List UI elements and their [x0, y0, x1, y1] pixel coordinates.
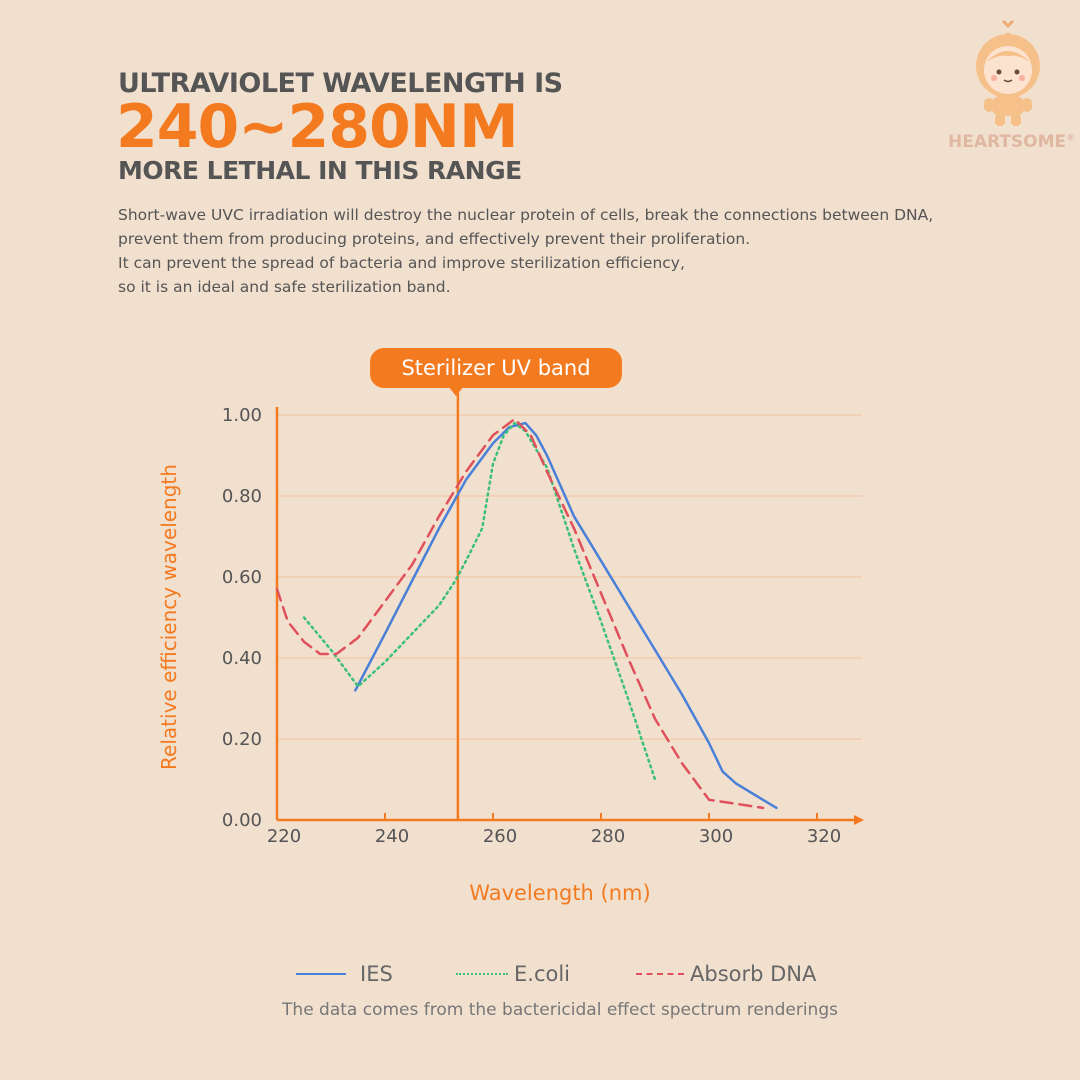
- legend-item-ecoli: E.coli: [456, 962, 570, 986]
- legend-item-ies: IES: [296, 962, 393, 986]
- y-tick-label: 0.60: [222, 567, 262, 588]
- y-tick-label: 0.00: [222, 810, 262, 831]
- brand-name: HEARTSOME®: [948, 132, 1076, 152]
- y-axis-label: Relative efficiency wavelength: [157, 464, 181, 770]
- x-tick-label: 260: [483, 826, 517, 847]
- dotted-line-icon: [456, 973, 508, 975]
- headline-range: 240~280NM: [116, 92, 519, 162]
- legend: IES E.coli Absorb DNA: [0, 962, 1080, 994]
- solid-line-icon: [296, 973, 346, 975]
- x-tick-label: 220: [267, 826, 301, 847]
- brand-logo: HEARTSOME®: [948, 10, 1076, 160]
- legend-label-ecoli: E.coli: [514, 962, 571, 986]
- sterilizer-band-label: Sterilizer UV band: [370, 348, 622, 388]
- y-tick-label: 0.80: [222, 486, 262, 507]
- source-note: The data comes from the bactericidal eff…: [282, 1000, 838, 1020]
- series-line-ies: [354, 421, 778, 810]
- headline-line-1: ULTRAVIOLET WAVELENGTH IS: [118, 68, 563, 99]
- x-tick-label: 300: [699, 826, 733, 847]
- y-tick-label: 0.20: [222, 729, 262, 750]
- dashed-line-icon: [636, 973, 684, 975]
- x-axis-arrow-icon: [854, 815, 864, 825]
- description: Short-wave UVC irradiation will destroy …: [118, 203, 998, 299]
- mascot-icon: [976, 20, 1040, 126]
- description-line-1: Short-wave UVC irradiation will destroy …: [118, 206, 934, 224]
- x-tick-label: 320: [807, 826, 841, 847]
- x-axis-label: Wavelength (nm): [469, 881, 650, 905]
- x-tick-label: 280: [591, 826, 625, 847]
- description-line-4: so it is an ideal and safe sterilization…: [118, 278, 451, 296]
- legend-item-dna: Absorb DNA: [636, 962, 816, 986]
- x-tick-label: 240: [375, 826, 409, 847]
- headline-line-3: MORE LETHAL IN THIS RANGE: [118, 156, 522, 185]
- y-tick-label: 1.00: [222, 405, 262, 426]
- description-line-2: prevent them from producing proteins, an…: [118, 230, 751, 248]
- series-line-e-coli: [302, 421, 657, 781]
- legend-label-ies: IES: [360, 962, 393, 986]
- series-line-absorb-dna: [275, 417, 765, 810]
- y-tick-label: 0.40: [222, 648, 262, 669]
- description-line-3: It can prevent the spread of bacteria an…: [118, 254, 685, 272]
- legend-label-dna: Absorb DNA: [690, 962, 817, 986]
- band-pointer-icon: [448, 386, 464, 396]
